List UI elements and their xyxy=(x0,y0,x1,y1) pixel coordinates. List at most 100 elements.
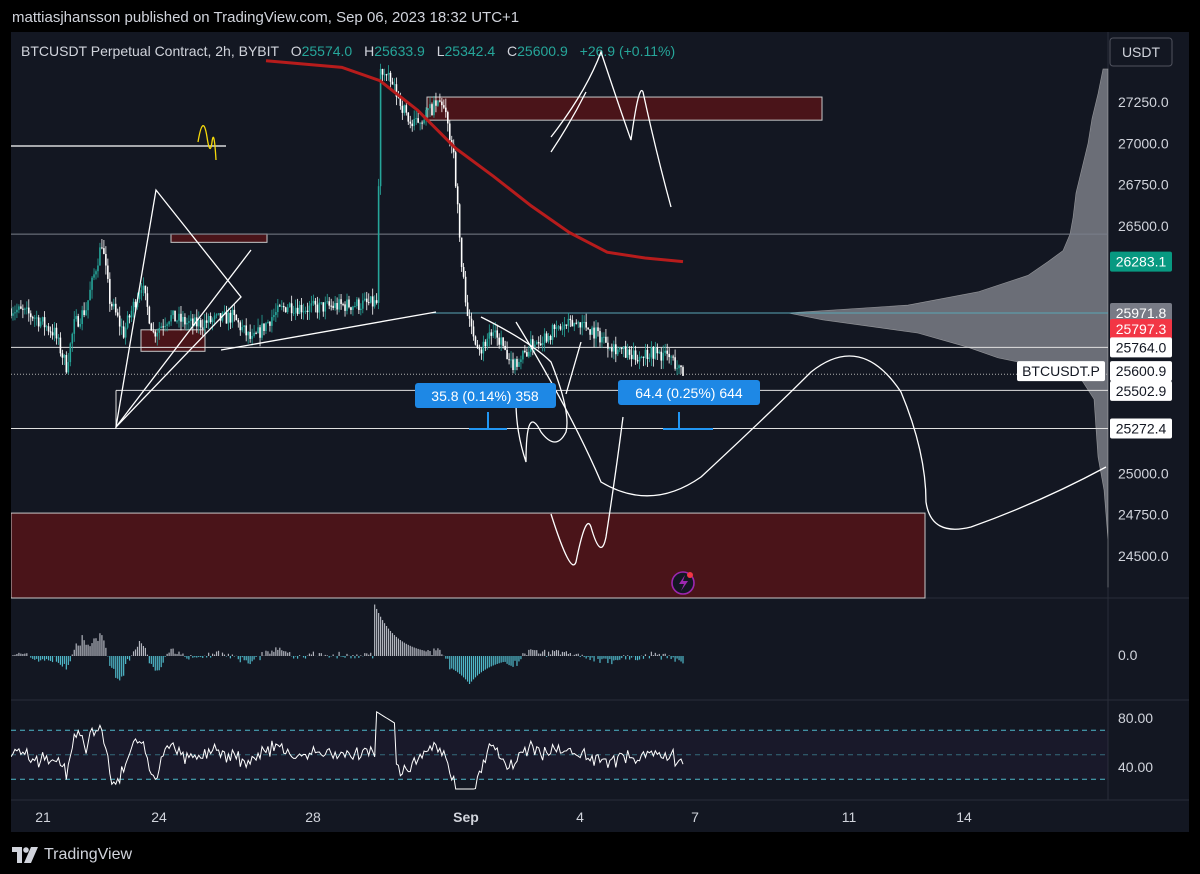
candle-body xyxy=(377,186,380,303)
symbol-name: BTCUSDT Perpetual Contract, 2h, BYBIT xyxy=(21,43,280,59)
candle xyxy=(344,301,346,317)
price-label-white: 25764.0 xyxy=(1110,337,1172,358)
candle xyxy=(678,364,680,375)
candle xyxy=(648,353,651,363)
candle xyxy=(150,322,153,331)
candle-body xyxy=(16,309,18,313)
candle-body xyxy=(541,343,544,346)
candle xyxy=(182,310,184,327)
candle xyxy=(229,309,232,330)
candle-body xyxy=(12,313,14,316)
candle-body xyxy=(533,344,536,349)
candle xyxy=(433,95,435,118)
candle-body xyxy=(423,119,425,124)
symbol-tag-text: BTCUSDT.P xyxy=(1022,363,1100,379)
candle-body xyxy=(543,333,546,344)
candle xyxy=(245,318,247,342)
candle xyxy=(589,328,591,340)
candle xyxy=(636,354,639,364)
lightning-icon[interactable] xyxy=(671,571,695,595)
candle xyxy=(263,323,265,336)
candle xyxy=(591,325,593,335)
candle xyxy=(571,315,574,327)
measure-label-1[interactable]: 35.8 (0.14%) 358 xyxy=(415,383,556,408)
candle-body xyxy=(253,332,255,336)
candle-body xyxy=(583,321,585,323)
candle-body xyxy=(225,311,228,324)
candle xyxy=(435,92,437,113)
candle xyxy=(569,315,572,328)
candle xyxy=(51,324,54,340)
candle xyxy=(585,313,587,331)
candle xyxy=(126,311,129,330)
candle-body xyxy=(567,318,570,326)
candle xyxy=(235,314,238,321)
candle xyxy=(251,328,253,346)
supply-zone-left xyxy=(170,233,268,243)
candle xyxy=(211,317,214,331)
candle-body xyxy=(448,123,451,141)
candle-body xyxy=(391,81,394,85)
chart-canvas[interactable]: USDT BTCUSDT Perpetual Contract, 2h, BYB… xyxy=(11,32,1189,832)
candle xyxy=(539,334,542,346)
candle xyxy=(429,97,431,117)
candle-body xyxy=(500,337,502,345)
chart-frame[interactable]: USDT BTCUSDT Perpetual Contract, 2h, BYB… xyxy=(11,32,1189,832)
symbol-tag: BTCUSDT.P xyxy=(1017,361,1105,382)
candle-body xyxy=(535,341,538,345)
candle-body xyxy=(395,84,398,97)
candle-body xyxy=(427,108,429,111)
open-value: 25574.0 xyxy=(302,43,353,59)
candle xyxy=(352,305,354,316)
high-value: 25633.9 xyxy=(374,43,425,59)
candle-body xyxy=(316,304,319,313)
candle-body xyxy=(545,333,548,342)
candle-body xyxy=(403,105,406,113)
candle xyxy=(609,347,611,351)
candle xyxy=(350,306,352,315)
candle xyxy=(203,313,206,334)
candle xyxy=(300,298,303,320)
candle-body xyxy=(39,321,42,327)
candle xyxy=(12,306,14,321)
candle xyxy=(37,314,40,332)
candle-body xyxy=(458,204,461,238)
candle xyxy=(146,286,149,316)
candle xyxy=(373,295,376,309)
candle-body xyxy=(168,321,170,325)
price-label-white: 25600.9 xyxy=(1110,361,1172,382)
supply-zone-upper xyxy=(426,96,823,121)
candle xyxy=(85,302,87,317)
candle-body xyxy=(37,317,40,327)
tradingview-brand[interactable]: TradingView xyxy=(12,846,132,864)
candle-body xyxy=(468,315,471,319)
candle xyxy=(443,99,445,110)
candle-body xyxy=(144,285,147,294)
candle-body xyxy=(531,339,534,349)
candle-body xyxy=(601,337,603,343)
currency-button[interactable] xyxy=(1109,37,1173,67)
candle xyxy=(476,339,479,350)
symbol-tag-bg xyxy=(1017,361,1105,382)
candle xyxy=(638,351,641,370)
measure-label-2[interactable]: 64.4 (0.25%) 644 xyxy=(618,380,760,405)
candle xyxy=(112,298,115,310)
candle-body xyxy=(275,312,277,316)
candle-body xyxy=(326,301,329,303)
candle-body xyxy=(579,322,582,328)
candle-body xyxy=(241,327,244,331)
candle xyxy=(421,120,423,130)
candle-body xyxy=(118,315,121,327)
candle xyxy=(190,310,192,331)
candle-body xyxy=(18,306,20,310)
candle-body xyxy=(308,305,311,313)
candle xyxy=(425,107,427,126)
candle xyxy=(496,324,499,346)
price-label-text: 25971.8 xyxy=(1116,305,1167,321)
candle-body xyxy=(539,343,542,346)
candle xyxy=(73,311,76,342)
candle xyxy=(328,297,331,310)
candle xyxy=(227,307,230,331)
currency-button-label[interactable]: USDT xyxy=(1122,44,1161,60)
candle xyxy=(492,323,495,339)
